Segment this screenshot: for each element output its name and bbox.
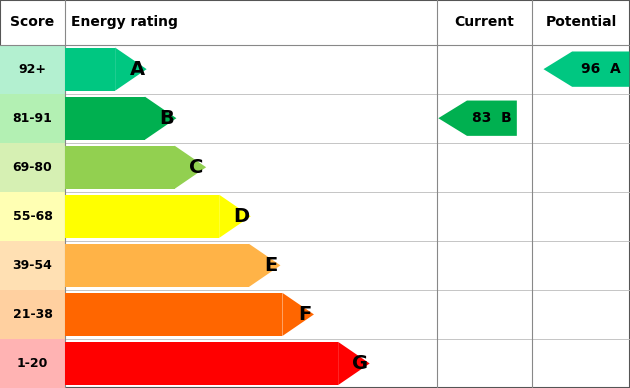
Text: 92+: 92+ <box>18 62 47 76</box>
Text: 21-38: 21-38 <box>13 308 52 321</box>
Text: 69-80: 69-80 <box>13 161 52 174</box>
Text: Potential: Potential <box>546 15 617 29</box>
Bar <box>0 241 65 290</box>
Bar <box>0 143 65 192</box>
Bar <box>65 195 219 238</box>
Bar <box>65 342 338 385</box>
Polygon shape <box>438 100 517 136</box>
Bar <box>65 293 282 336</box>
Text: F: F <box>298 305 311 324</box>
Polygon shape <box>219 195 251 238</box>
Text: Energy rating: Energy rating <box>71 15 178 29</box>
Bar <box>65 97 145 140</box>
Bar <box>0 192 65 241</box>
Text: 55-68: 55-68 <box>13 210 52 223</box>
Polygon shape <box>249 244 280 287</box>
Bar <box>65 48 115 91</box>
Bar <box>0 339 65 388</box>
Text: D: D <box>233 207 249 226</box>
Bar <box>0 94 65 143</box>
Polygon shape <box>338 342 370 385</box>
Bar <box>0 290 65 339</box>
Text: 96  A: 96 A <box>581 62 621 76</box>
Text: A: A <box>130 60 145 79</box>
Text: 81-91: 81-91 <box>13 112 52 125</box>
Text: 83  B: 83 B <box>472 111 512 125</box>
Text: 39-54: 39-54 <box>13 259 52 272</box>
Text: C: C <box>190 158 204 177</box>
Polygon shape <box>115 48 147 91</box>
Text: B: B <box>159 109 175 128</box>
Polygon shape <box>282 293 314 336</box>
Text: 1-20: 1-20 <box>17 357 48 370</box>
Text: E: E <box>265 256 278 275</box>
Text: G: G <box>352 354 369 373</box>
Polygon shape <box>145 97 176 140</box>
Bar <box>65 146 175 189</box>
Bar <box>65 244 249 287</box>
Text: Score: Score <box>10 15 55 29</box>
Polygon shape <box>544 52 629 87</box>
Polygon shape <box>175 146 206 189</box>
Text: Current: Current <box>454 15 515 29</box>
Bar <box>0 45 65 94</box>
